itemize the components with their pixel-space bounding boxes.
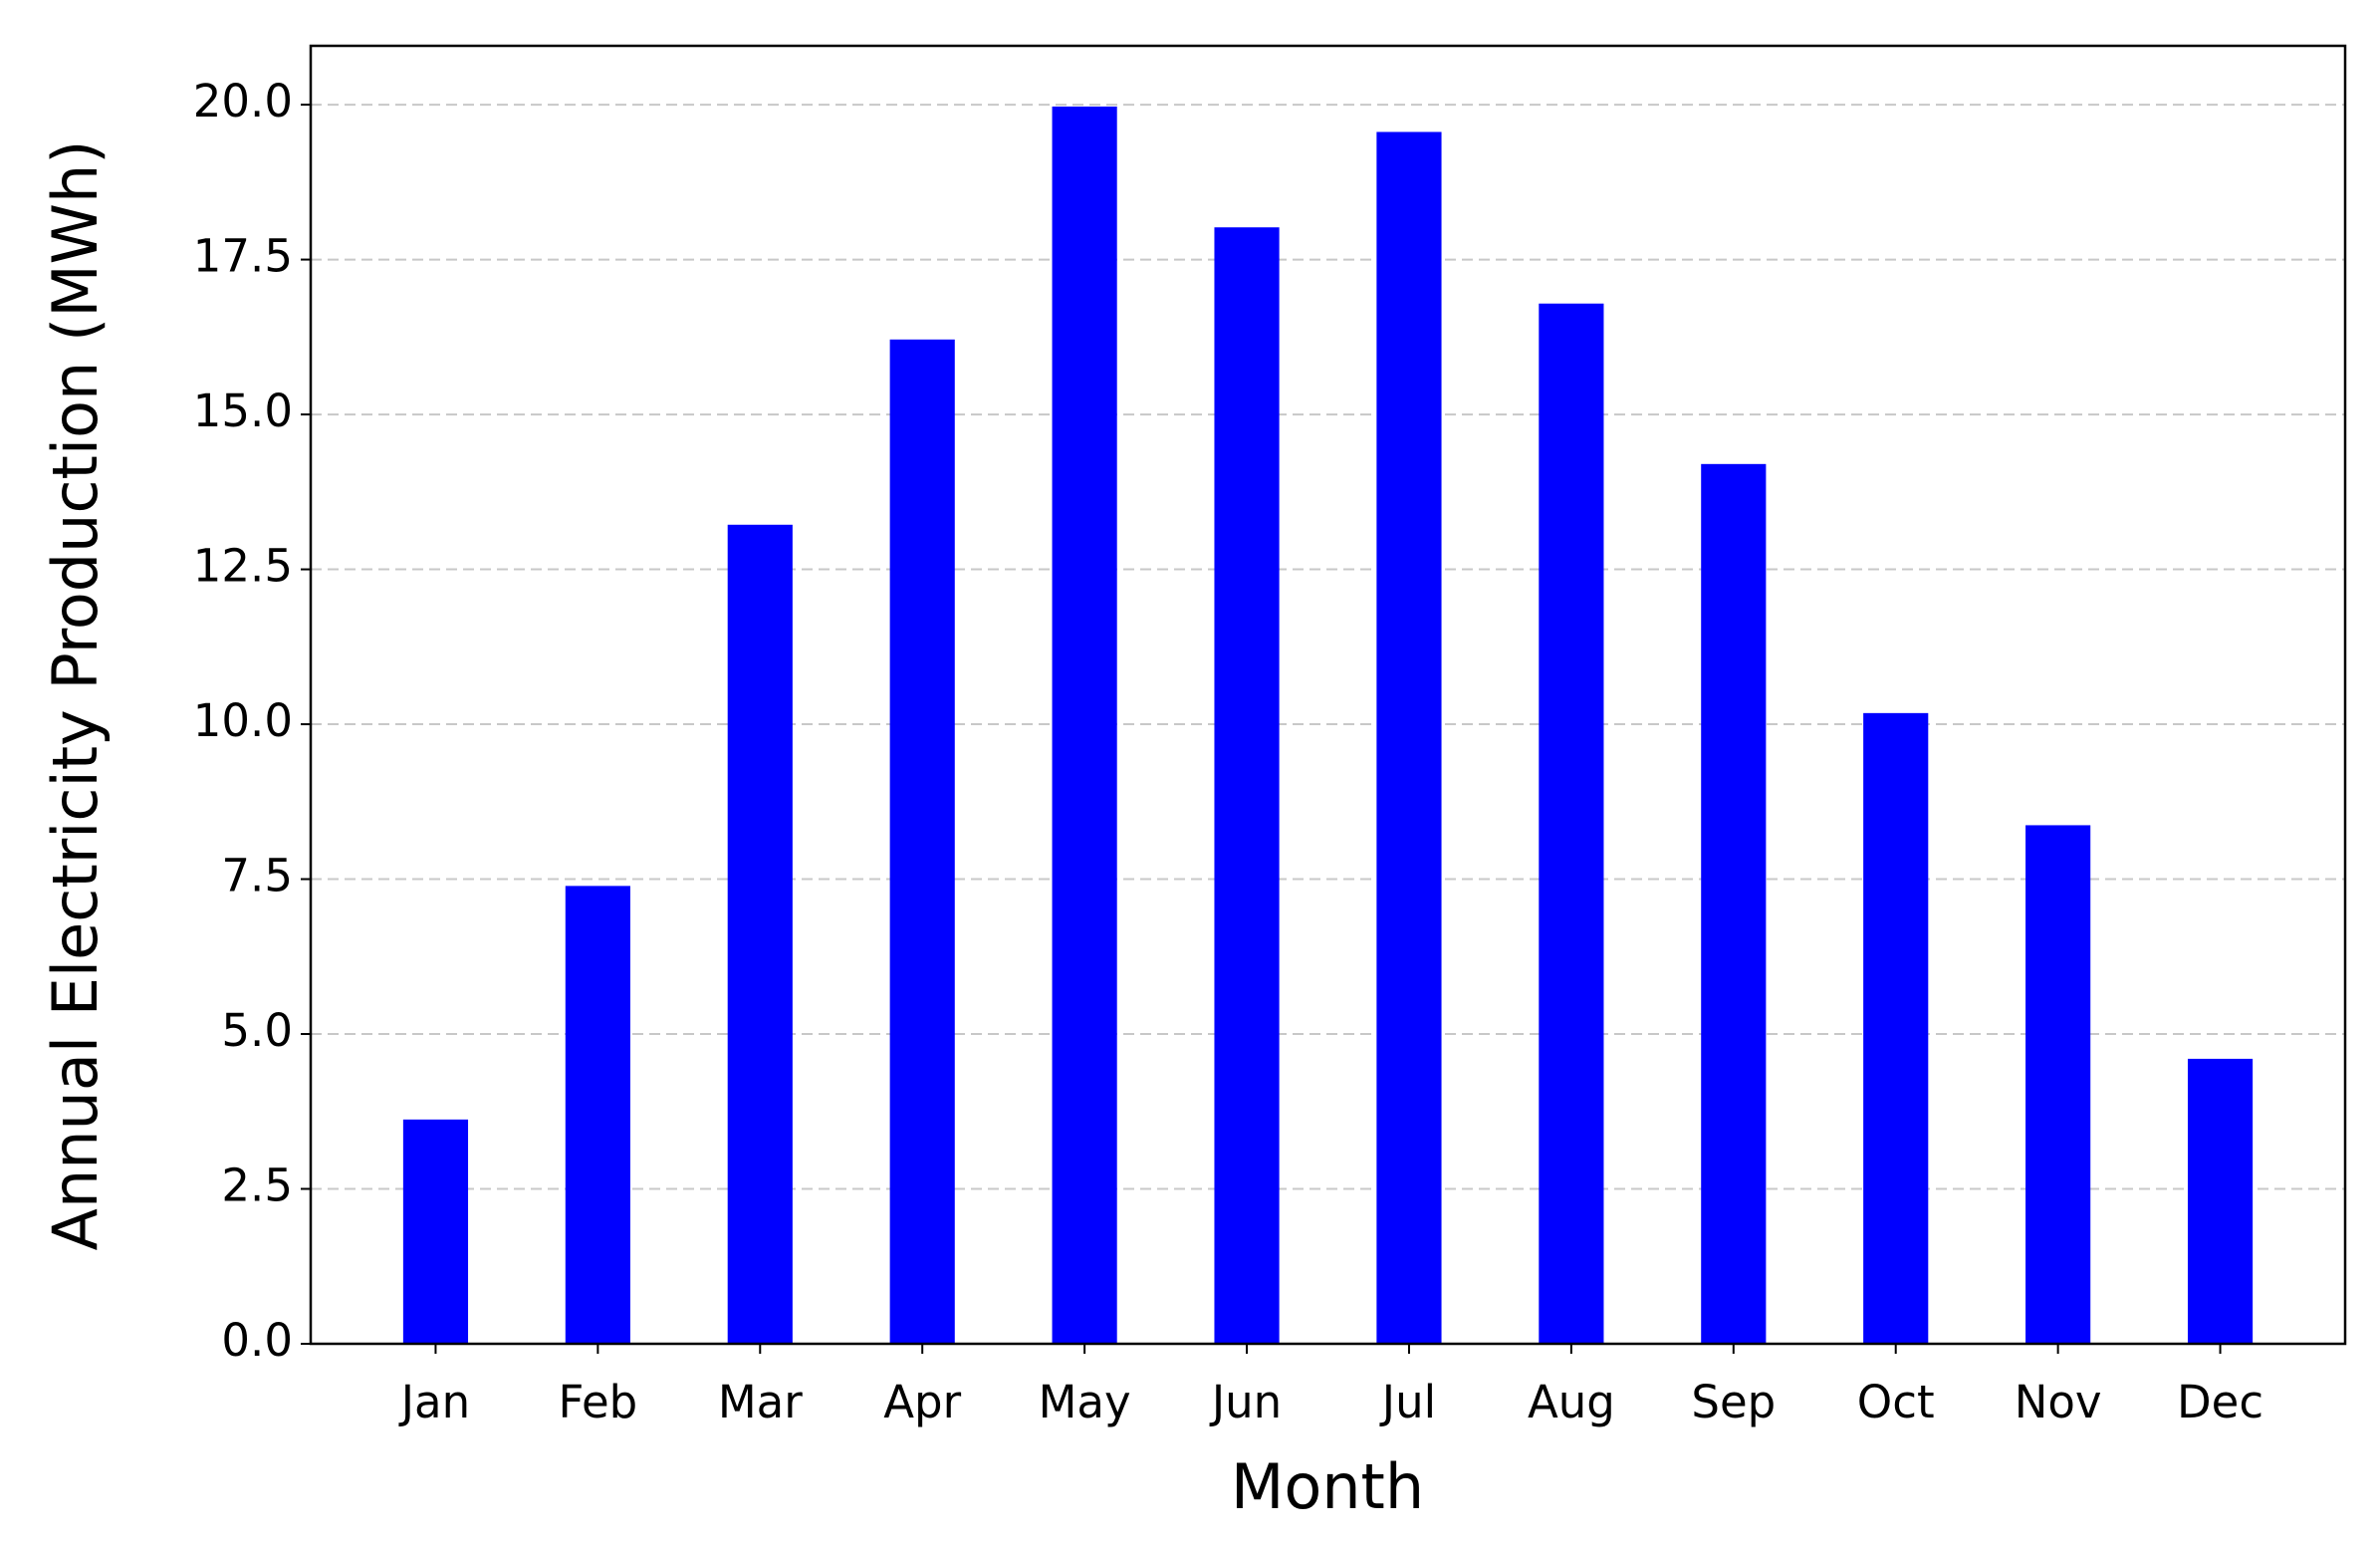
y-tick-label: 5.0 <box>221 1004 293 1057</box>
x-tick-label: Nov <box>2015 1376 2102 1428</box>
y-axis-label: Annual Electricity Production (MWh) <box>39 140 112 1251</box>
y-tick-label: 15.0 <box>193 385 293 437</box>
bar <box>1863 712 1929 1344</box>
y-tick-label: 17.5 <box>193 230 293 283</box>
bar <box>402 1119 469 1344</box>
x-tick-label: Jul <box>1379 1376 1436 1428</box>
x-tick-label: Aug <box>1528 1376 1615 1428</box>
x-tick-label: Oct <box>1857 1376 1935 1428</box>
x-tick-label: Mar <box>718 1376 803 1428</box>
y-tick-label: 0.0 <box>221 1314 293 1367</box>
y-tick-label: 2.5 <box>221 1160 293 1212</box>
y-tick-label: 7.5 <box>221 850 293 902</box>
x-axis-label: Month <box>1231 1450 1424 1523</box>
x-tick-label: Jun <box>1209 1376 1282 1428</box>
bar <box>727 524 793 1344</box>
bar <box>1214 227 1280 1345</box>
y-tick-label: 10.0 <box>193 694 293 747</box>
plot-frame <box>309 44 2347 1346</box>
y-tick-label: 12.5 <box>193 540 293 593</box>
bar <box>1052 106 1117 1345</box>
bar <box>2187 1058 2254 1344</box>
bar <box>565 886 630 1344</box>
bar <box>1701 463 1767 1344</box>
bar <box>1539 303 1604 1344</box>
bar <box>1376 131 1442 1344</box>
x-tick-label: Jan <box>398 1376 470 1428</box>
x-tick-label: Sep <box>1691 1376 1776 1428</box>
bar <box>2025 825 2091 1344</box>
bar <box>889 339 955 1345</box>
x-tick-label: Dec <box>2177 1376 2263 1428</box>
x-tick-label: Apr <box>883 1376 961 1428</box>
x-tick-label: Feb <box>559 1376 638 1428</box>
y-tick-label: 20.0 <box>193 75 293 128</box>
x-tick-label: May <box>1039 1376 1131 1428</box>
